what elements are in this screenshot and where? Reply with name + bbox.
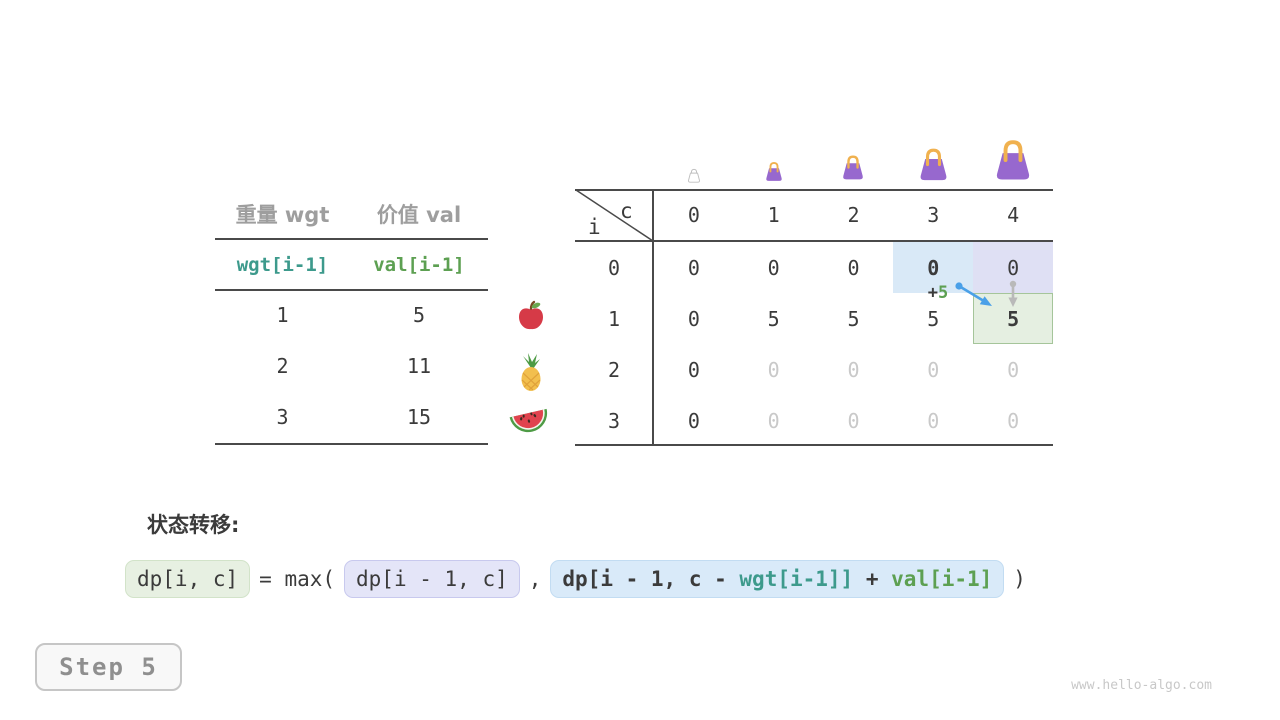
items-table-header: 重量 wgt 价值 val <box>215 190 488 238</box>
dp-cell-unfilled: 0 <box>1007 408 1020 433</box>
dp-row-header: 2 <box>607 357 621 382</box>
item-value: 11 <box>406 353 432 378</box>
bag-icon-capacity-1 <box>766 162 782 181</box>
dp-row-header: 3 <box>607 408 621 433</box>
dp-cell-unfilled: 0 <box>767 357 780 382</box>
dp-table-bottom-border <box>575 444 1053 446</box>
corner-label-i: i <box>588 215 601 239</box>
dp-col-header: 2 <box>847 203 860 227</box>
bag-icon-capacity-3 <box>920 148 947 181</box>
dp-col-header: 0 <box>687 203 700 227</box>
dp-cell: 0 <box>687 408 700 433</box>
added-value: 5 <box>938 283 949 303</box>
formula-option-take: dp[i - 1, c - wgt[i-1]] + val[i-1] <box>550 560 1005 598</box>
bag-icon-capacity-0 <box>688 168 700 183</box>
weight-column-header: 重量 wgt <box>235 203 330 227</box>
dp-cell-current: 5 <box>973 293 1053 344</box>
dp-column-headers: 0 1 2 3 4 <box>654 190 1053 240</box>
dp-cell: 5 <box>767 306 780 331</box>
step-button[interactable]: Step 5 <box>35 643 182 691</box>
dp-row-header: 0 <box>607 255 621 280</box>
take-prefix: dp[i - 1, c - <box>562 567 740 591</box>
dp-cell-unfilled: 0 <box>847 408 860 433</box>
dp-table-column-divider <box>652 189 654 446</box>
take-wgt-term: wgt[i-1]] <box>739 567 854 591</box>
wgt-formula-cell: wgt[i-1] <box>236 253 329 276</box>
pineapple-icon <box>521 353 541 391</box>
dp-row-headers: 0 1 2 3 <box>575 242 653 446</box>
dp-cell-unfilled: 0 <box>847 357 860 382</box>
formula-close-paren: ) <box>1013 567 1026 591</box>
dp-cell: 0 <box>767 255 780 280</box>
dp-cell-unfilled: 0 <box>927 408 940 433</box>
dp-cell-unfilled: 0 <box>927 357 940 382</box>
transition-annotation: +5 <box>916 283 960 303</box>
dp-table-header-divider <box>575 240 1053 242</box>
items-table-header-divider <box>215 238 488 240</box>
items-table-bottom-border <box>215 443 488 445</box>
formula-lhs: dp[i, c] <box>125 560 251 598</box>
transition-formula: dp[i, c] = max( dp[i - 1, c] , dp[i - 1,… <box>125 560 1026 598</box>
watermelon-icon <box>509 408 548 433</box>
plus-sign: + <box>927 283 938 303</box>
dp-cell: 5 <box>927 306 940 331</box>
dp-row-header: 1 <box>607 306 621 331</box>
formula-comma: , <box>528 567 542 591</box>
take-val-term: val[i-1] <box>891 567 993 591</box>
item-value: 15 <box>406 405 432 430</box>
dp-col-header: 4 <box>1007 203 1020 227</box>
dp-cell: 0 <box>687 357 700 382</box>
dp-col-header: 3 <box>927 203 940 227</box>
dp-col-header: 1 <box>767 203 780 227</box>
dp-cell: 0 <box>687 255 700 280</box>
dp-cell-unfilled: 0 <box>1007 357 1020 382</box>
apple-icon <box>519 300 543 330</box>
bag-icon-capacity-2 <box>843 155 863 180</box>
transition-label: 状态转移: <box>147 513 240 537</box>
corner-label-c: c <box>620 199 633 223</box>
watermark: www.hello-algo.com <box>1071 678 1212 693</box>
items-table-row-divider <box>215 289 488 291</box>
item-value: 5 <box>412 302 426 327</box>
dp-cell-unfilled: 0 <box>767 408 780 433</box>
item-weight: 3 <box>276 405 289 430</box>
item-weight: 2 <box>276 353 289 378</box>
items-table-formula-row: wgt[i-1] val[i-1] <box>215 240 488 289</box>
dp-cell-source-above: 0 <box>973 242 1053 293</box>
item-weight: 1 <box>276 302 289 327</box>
dp-table-top-border <box>575 189 1053 191</box>
dp-cell: 5 <box>847 306 860 331</box>
dp-cell: 0 <box>847 255 860 280</box>
dp-grid: 0 0 0 0 0 0 5 5 5 5 0 0 0 0 0 0 0 0 0 0 <box>654 242 1053 446</box>
value-column-header: 价值 val <box>376 203 462 227</box>
formula-option-keep: dp[i - 1, c] <box>344 560 520 598</box>
formula-op: = max( <box>259 567 336 591</box>
take-plus: + <box>853 567 892 591</box>
items-table-body: 1 5 2 11 3 15 <box>215 289 488 443</box>
dp-cell: 0 <box>687 306 700 331</box>
val-formula-cell: val[i-1] <box>373 253 465 276</box>
bag-icon-capacity-4 <box>996 140 1030 180</box>
